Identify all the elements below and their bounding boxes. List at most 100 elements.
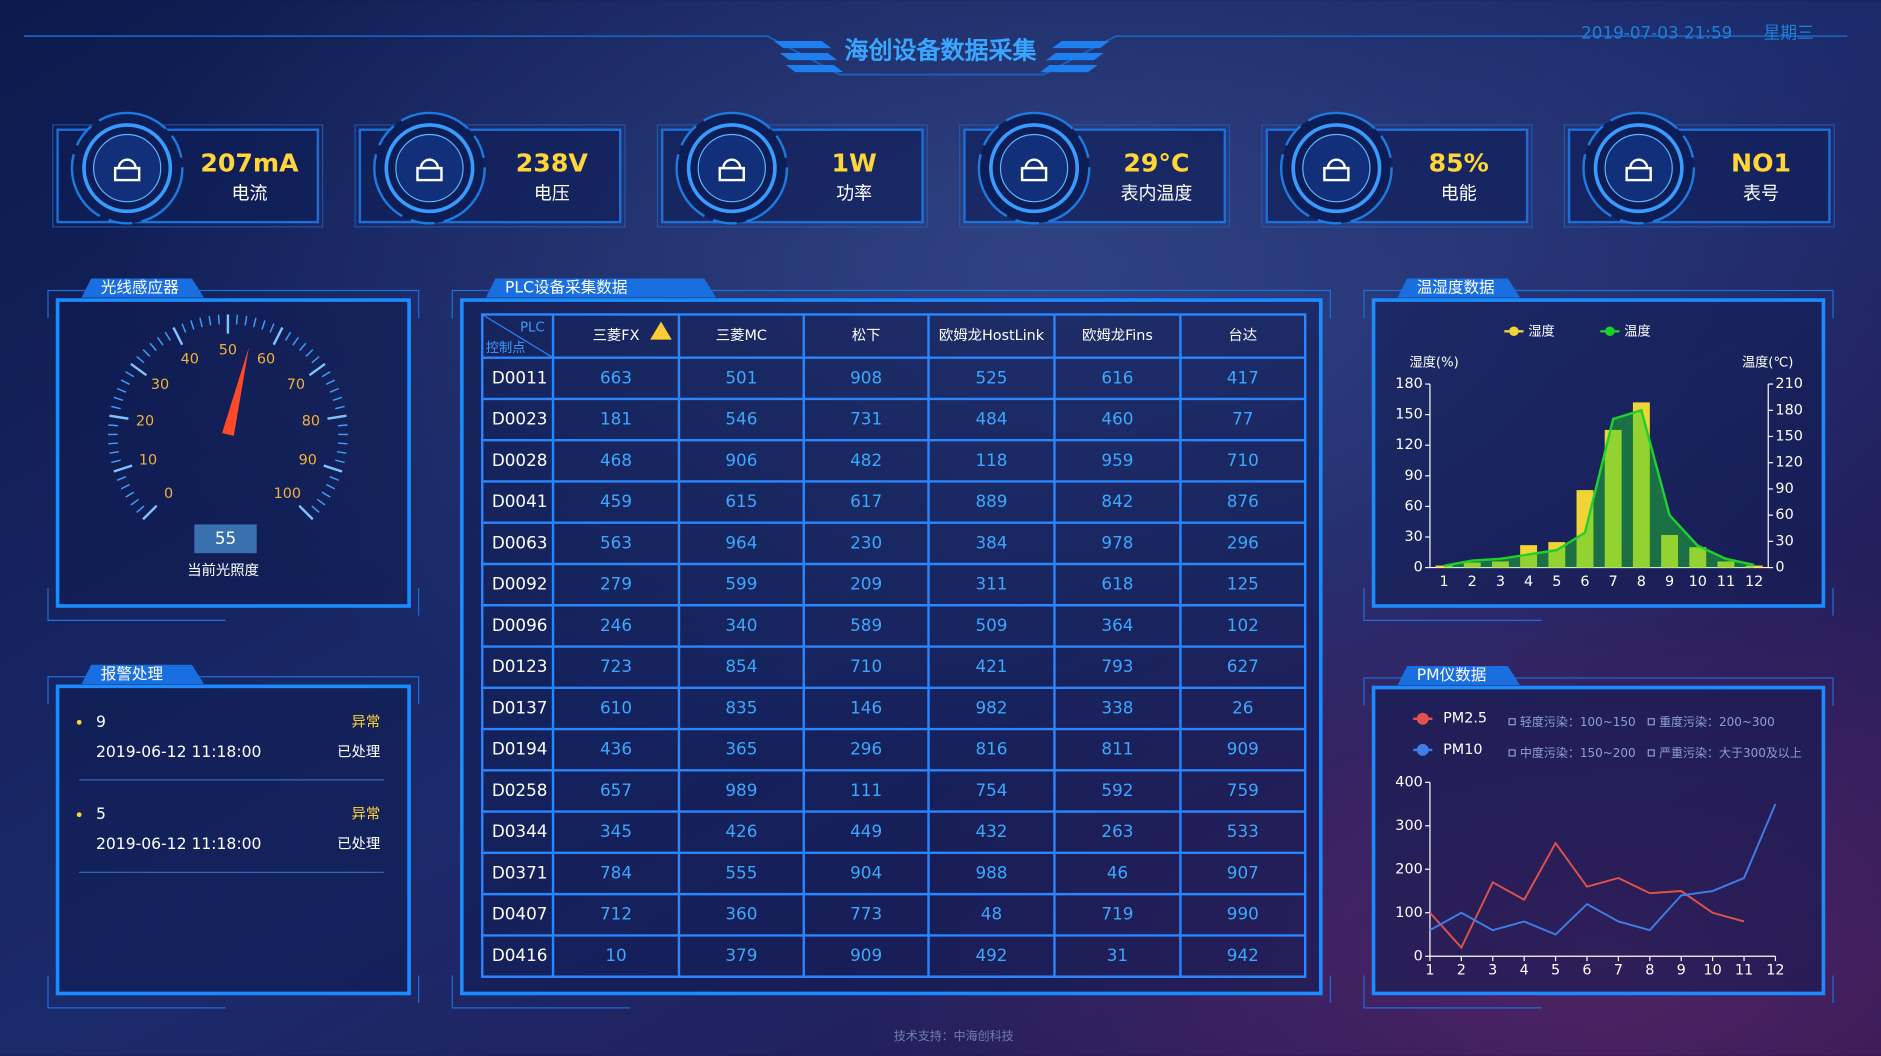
table-cell: 484 [975,409,1007,429]
table-cell: 525 [975,367,1007,387]
kpi-frame-outer [52,124,324,228]
panel-title: PLC设备采集数据 [505,279,627,297]
table-row-code: D0041 [492,491,548,511]
kpi-icon [718,158,745,182]
gauge-minor-tick [190,320,195,330]
panel-tab [485,278,717,298]
panel-bracket [47,676,420,1009]
kpi-icon [416,158,443,182]
panel-title: 温湿度数据 [1417,279,1495,297]
note-marker [1647,718,1655,726]
table-cell: 546 [725,409,757,429]
gauge-minor-tick [311,355,320,364]
table-cell: 10 [605,945,626,965]
y-tick-label: 300 [1395,818,1422,834]
y2-tick-label: 90 [1775,481,1793,497]
table-row-code: D0123 [492,656,548,676]
table-cell: 793 [1101,656,1133,676]
bar [1463,562,1481,568]
panel-bracket [47,289,420,621]
table-cell: 589 [850,615,882,635]
table-row-code: D0096 [492,615,548,635]
table-cell: 246 [600,615,632,635]
table-cell: 908 [850,367,882,387]
panel-title: 光线感应器 [101,278,179,297]
alarm-status: 异常 [352,806,381,823]
x-tick-label: 5 [1552,574,1561,590]
table-cell: 279 [600,574,632,594]
table-cell: 77 [1232,409,1253,429]
kpi-ring [1291,123,1382,214]
x-tick-label: 1 [1439,574,1448,590]
gauge-minor-tick [113,396,124,402]
table-cell: 710 [1227,450,1259,470]
gauge-tick [172,326,184,346]
y-tick-label: 120 [1395,437,1422,453]
panel-frame [55,684,411,996]
table-row-code: D0258 [492,780,548,800]
table-cell: 982 [975,697,1007,717]
alarm-count: 9 [96,713,106,731]
gauge-minor-tick [136,505,145,513]
table-cell: 816 [975,739,1007,759]
datetime: 2019-07-03 21:59 [1581,23,1732,43]
table-row-code: D0137 [492,697,548,717]
gauge-tick-label: 80 [302,413,320,429]
x-tick-label: 10 [1703,963,1721,979]
table-cell: 379 [725,945,757,965]
table-cell: 909 [850,945,882,965]
legend-marker [1416,712,1429,725]
gauge-minor-tick [111,459,121,464]
gauge-minor-tick [269,323,275,333]
table-cell: 492 [975,945,1007,965]
gauge-tick [327,414,347,420]
pollution-note: 中度污染：150~200 [1520,745,1636,760]
legend-label: PM2.5 [1443,711,1487,727]
pollution-note: 重度污染：200~300 [1659,714,1775,729]
y-tick-label: 90 [1404,468,1422,484]
gauge-minor-tick [181,323,187,333]
gauge-tick [130,362,148,377]
table-row-code: D0344 [492,821,548,841]
table-corner: 控制点 [486,340,526,356]
footer: 技术支持：中海创科技 [894,1028,1014,1043]
kpi-value: 29°C [1123,149,1189,178]
gauge-minor-tick [164,331,171,341]
gauge-minor-tick [329,475,340,482]
gauge-tick-label: 30 [151,377,169,393]
table-row-code: D0063 [492,532,548,552]
gauge-minor-tick [337,424,348,427]
y2-tick-label: 60 [1775,507,1793,523]
gauge-minor-tick [337,442,348,445]
gauge-minor-tick [244,315,248,326]
table-cell: 657 [600,780,632,800]
bar [1491,561,1509,568]
line [1443,408,1755,568]
x-tick-label: 12 [1766,963,1784,979]
table-cell: 102 [1227,615,1259,635]
table-cell: 340 [725,615,757,635]
table-row-code: D0194 [492,739,548,759]
table-cell: 592 [1101,780,1133,800]
panel-tab [81,278,204,298]
kpi-frame-outer [354,124,626,228]
table-cell: 759 [1227,780,1259,800]
panel-frame [1371,685,1826,996]
gauge-tick [298,504,314,521]
gauge-minor-tick [335,405,345,410]
y-tick-label: 30 [1404,529,1422,545]
gauge-minor-tick [336,450,347,454]
panel-tab [1397,665,1520,686]
alarm-bullet [76,812,82,818]
table-header: 三菱FX [593,327,640,344]
table-corner: PLC [520,321,545,336]
table-cell: 773 [850,904,882,924]
kpi-ring [82,123,173,214]
table-cell: 482 [850,450,882,470]
table-cell: 842 [1101,491,1133,511]
kpi-label: 电流 [232,184,268,205]
gauge-tick [109,414,129,420]
table-cell: 436 [600,739,632,759]
table-cell: 209 [850,574,882,594]
page-title: 海创设备数据采集 [845,37,1038,65]
